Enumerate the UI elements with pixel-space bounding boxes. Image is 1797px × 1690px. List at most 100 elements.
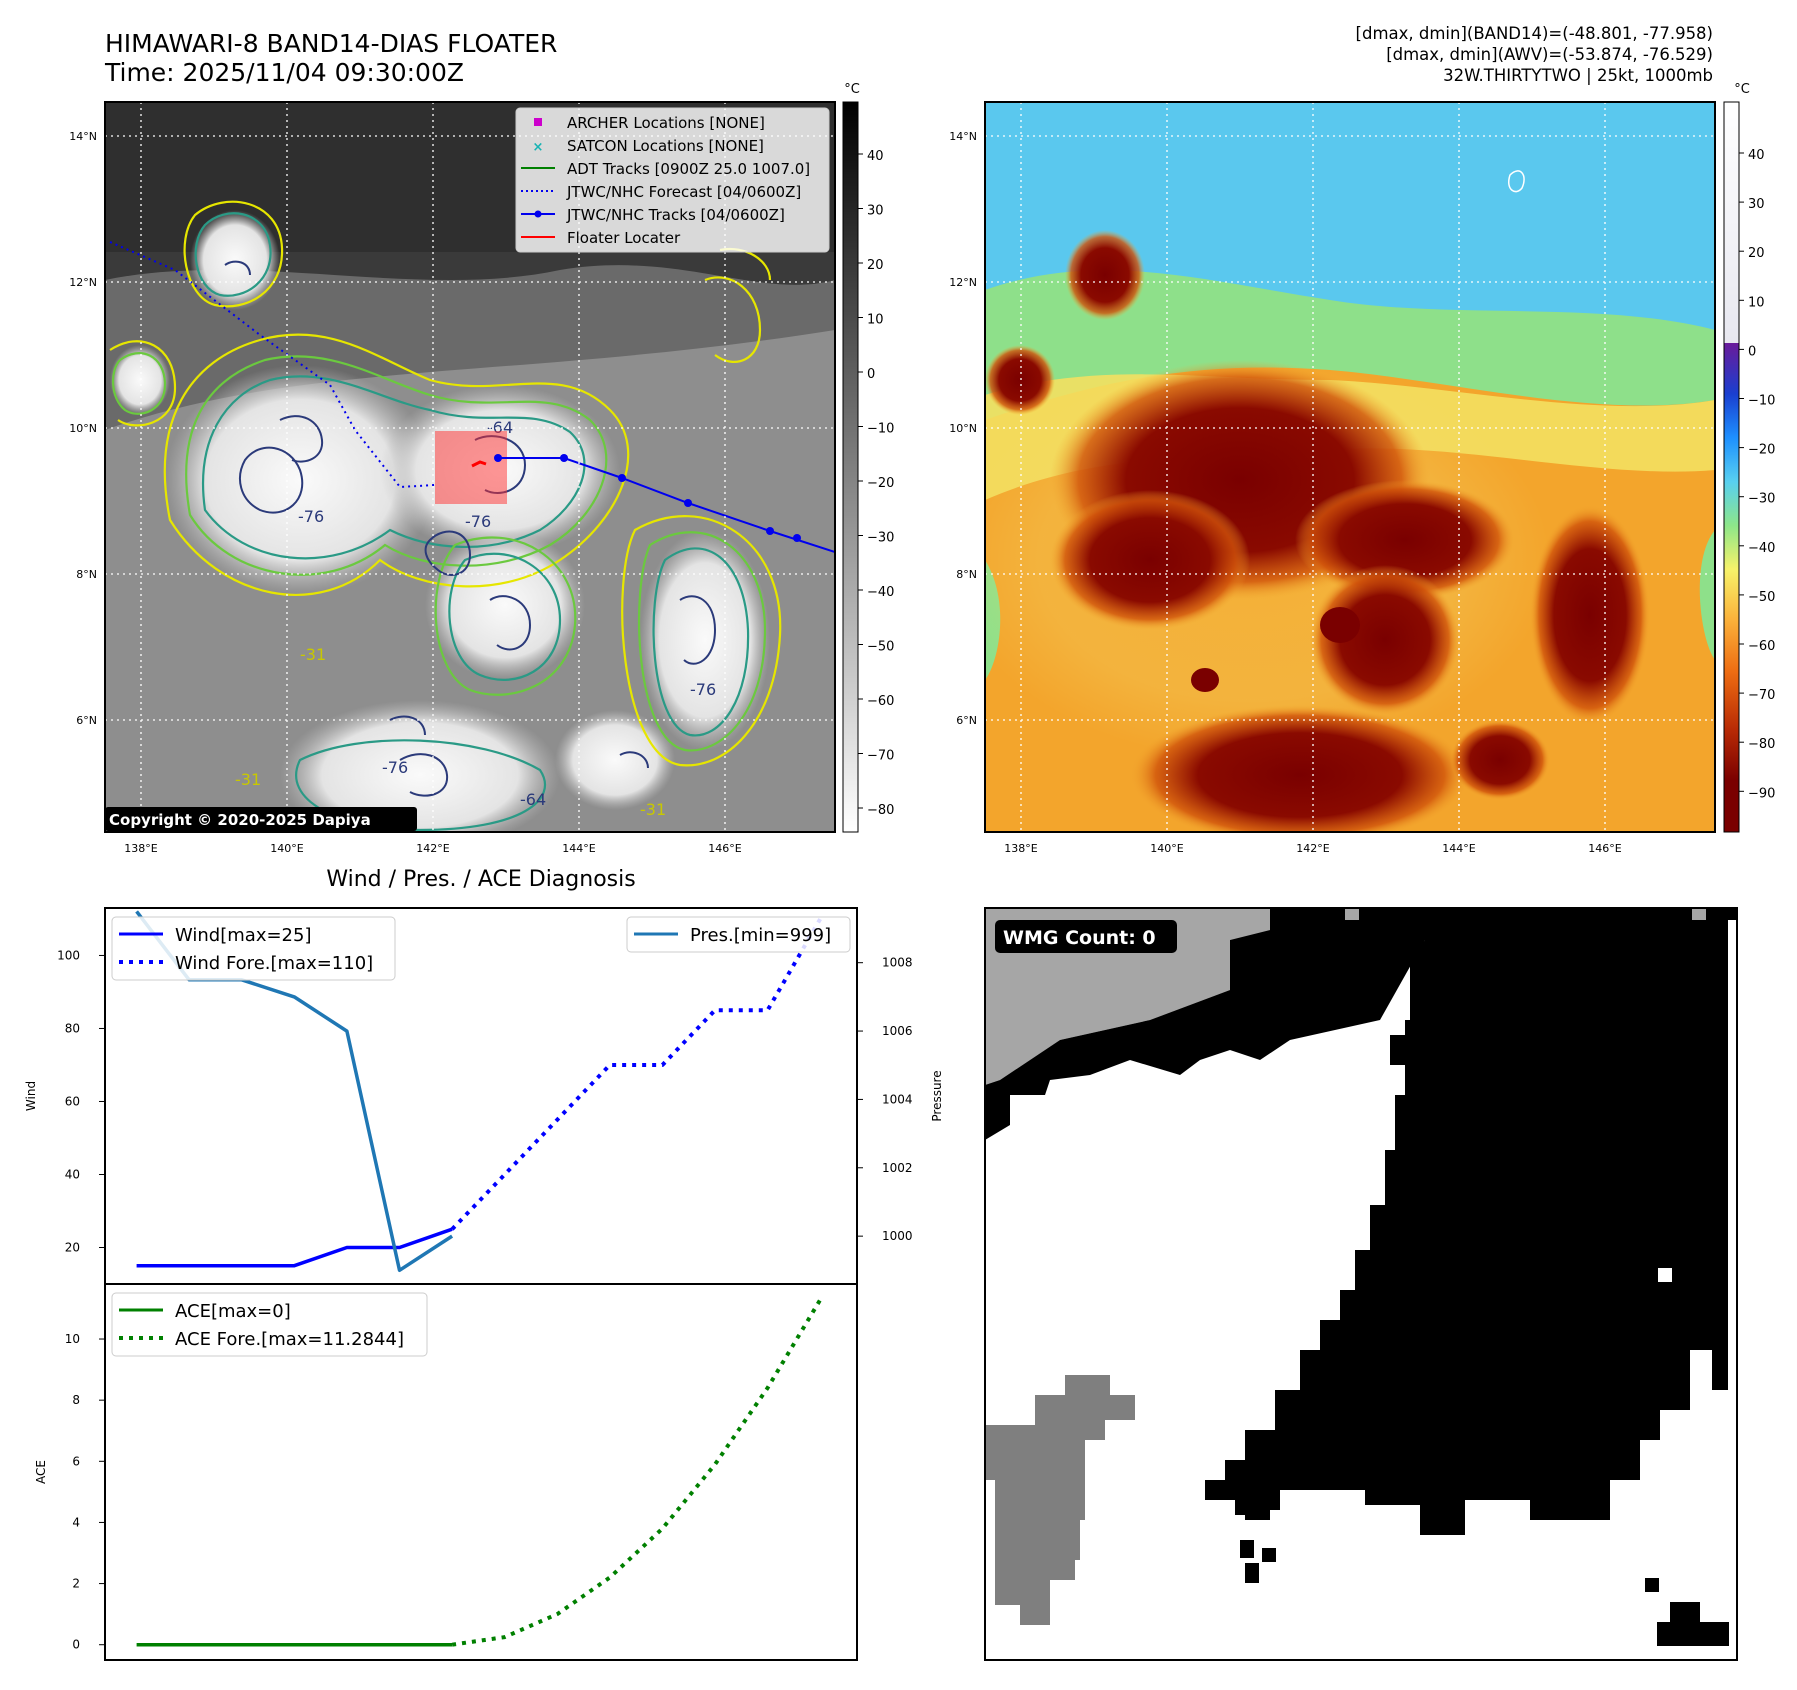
wmg-count-label: WMG Count: 0 bbox=[1003, 927, 1156, 949]
awv-range: [dmax, dmin](AWV)=(-53.874, -76.529) bbox=[1386, 45, 1713, 64]
lon-label: 138°E bbox=[1004, 842, 1037, 855]
floater-box bbox=[435, 431, 507, 504]
lat-label: 14°N bbox=[949, 130, 977, 143]
colorbar-tick-label: −80 bbox=[867, 803, 894, 818]
map-legend: ARCHER Locations [NONE] × SATCON Locatio… bbox=[515, 107, 830, 253]
legend-ace-fore: ACE Fore.[max=11.2844] bbox=[175, 1329, 404, 1350]
legend-floater: Floater Locater bbox=[567, 229, 681, 247]
colorbar-tick-label: 30 bbox=[867, 204, 884, 219]
legend-adt: ADT Tracks [0900Z 25.0 1007.0] bbox=[567, 160, 810, 178]
contour-label: -31 bbox=[235, 770, 261, 789]
pressure-tick-label: 1004 bbox=[882, 1092, 913, 1106]
legend-pressure: Pres.[min=999] bbox=[690, 925, 831, 946]
ace-tick-label: 4 bbox=[72, 1515, 80, 1529]
wmg-dark-gray-region bbox=[985, 1375, 1135, 1625]
legend-archer: ARCHER Locations [NONE] bbox=[567, 114, 765, 132]
wind-axis-label: Wind bbox=[24, 1081, 38, 1111]
copyright-text: Copyright © 2020-2025 Dapiya bbox=[109, 811, 371, 829]
colorbar-tick-label: −30 bbox=[867, 531, 894, 546]
contour-label: -76 bbox=[298, 507, 324, 526]
lon-label: 140°E bbox=[270, 842, 303, 855]
color-colorbar: °C 40 30 20 10 0 −10 −20 −30 −40 −50 −60 −70 −80 −90 bbox=[1723, 82, 1775, 833]
contour-label: -76 bbox=[465, 512, 491, 531]
pressure-tick-label: 1006 bbox=[882, 1024, 913, 1038]
colorbar-tick-label: −10 bbox=[867, 422, 894, 437]
band14-range: [dmax, dmin](BAND14)=(-48.801, -77.958) bbox=[1356, 24, 1713, 43]
wind-tick-label: 100 bbox=[57, 948, 80, 962]
colorbar-tick-label: 0 bbox=[867, 367, 875, 382]
colorbar-tick-label: −30 bbox=[1748, 492, 1775, 507]
colorbar-tick-label: −50 bbox=[867, 640, 894, 655]
legend-satcon: SATCON Locations [NONE] bbox=[567, 137, 764, 155]
colorbar-tick-label: 30 bbox=[1748, 197, 1765, 212]
colorbar-tick-label: 0 bbox=[1748, 344, 1756, 359]
colorbar-tick-label: 40 bbox=[867, 149, 884, 164]
colorbar-tick-label: −70 bbox=[1748, 688, 1775, 703]
colorbar-tick-label: −70 bbox=[867, 749, 894, 764]
wind-pressure-chart: 20 40 60 80 100 1000 1002 1004 1006 1008 Wind Pr… bbox=[24, 907, 944, 1285]
archer-marker-icon bbox=[534, 118, 542, 126]
lon-label: 142°E bbox=[1296, 842, 1329, 855]
lat-label: 10°N bbox=[69, 422, 97, 435]
colorbar-tick-label: 10 bbox=[867, 313, 884, 328]
lon-label: 144°E bbox=[562, 842, 595, 855]
legend-ace: ACE[max=0] bbox=[175, 1301, 291, 1322]
colorbar-tick-label: 20 bbox=[867, 258, 884, 273]
legend-track: JTWC/NHC Tracks [04/0600Z] bbox=[566, 206, 785, 224]
wind-tick-label: 60 bbox=[65, 1094, 80, 1108]
wind-legend: Wind[max=25] Wind Fore.[max=110] bbox=[111, 916, 396, 981]
wmg-count-badge bbox=[995, 920, 1177, 953]
ace-tick-label: 2 bbox=[72, 1577, 80, 1591]
lon-label: 146°E bbox=[1588, 842, 1621, 855]
wmg-black-region bbox=[985, 908, 1737, 1535]
ace-tick-label: 10 bbox=[65, 1332, 80, 1346]
wind-tick-label: 40 bbox=[65, 1167, 80, 1181]
contour-label: -64 bbox=[520, 790, 546, 809]
legend-wind-fore: Wind Fore.[max=110] bbox=[175, 953, 373, 974]
contour-label: -31 bbox=[640, 800, 666, 819]
lon-label: 142°E bbox=[416, 842, 449, 855]
color-ir-map-panel: 138°E 140°E 142°E 144°E 146°E 14°N 12°N … bbox=[949, 82, 1775, 855]
colorbar-unit: °C bbox=[844, 82, 860, 97]
colorbar-tick-label: −60 bbox=[1748, 639, 1775, 654]
lon-label: 140°E bbox=[1150, 842, 1183, 855]
wind-tick-label: 20 bbox=[65, 1240, 80, 1254]
lon-label: 144°E bbox=[1442, 842, 1475, 855]
legend-forecast: JTWC/NHC Forecast [04/0600Z] bbox=[566, 183, 801, 201]
ace-tick-label: 0 bbox=[72, 1638, 80, 1652]
contour-label: -76 bbox=[690, 680, 716, 699]
lat-label: 8°N bbox=[76, 568, 97, 581]
ace-legend: ACE[max=0] ACE Fore.[max=11.2844] bbox=[111, 1292, 428, 1357]
lat-label: 10°N bbox=[949, 422, 977, 435]
lon-label: 146°E bbox=[708, 842, 741, 855]
contour-label: -76 bbox=[382, 758, 408, 777]
floater-locater-track bbox=[471, 460, 487, 468]
lat-label: 12°N bbox=[69, 276, 97, 289]
lat-label: 6°N bbox=[956, 714, 977, 727]
colorbar-tick-label: −20 bbox=[1748, 443, 1775, 458]
lat-label: 8°N bbox=[956, 568, 977, 581]
colorbar-tick-label: 10 bbox=[1748, 295, 1765, 310]
pressure-legend: Pres.[min=999] bbox=[626, 916, 851, 953]
lat-label: 14°N bbox=[69, 130, 97, 143]
ace-tick-label: 8 bbox=[72, 1393, 80, 1407]
ace-tick-label: 6 bbox=[72, 1454, 80, 1468]
ace-axis-label: ACE bbox=[34, 1460, 48, 1484]
best-track-points bbox=[494, 454, 801, 542]
series-line-wind-fore-max- bbox=[450, 918, 822, 1231]
contour-label: -31 bbox=[300, 645, 326, 664]
series-line-ace-fore-max- bbox=[451, 1298, 822, 1647]
colorbar-tick-label: 40 bbox=[1748, 148, 1765, 163]
colorbar-tick-label: 20 bbox=[1748, 246, 1765, 261]
pressure-tick-label: 1002 bbox=[882, 1161, 913, 1175]
ace-chart: 0 2 4 6 8 10 ACE ACE[max=0] ACE Fore.[max=11.… bbox=[34, 1283, 858, 1661]
pressure-tick-label: 1008 bbox=[882, 956, 913, 970]
satcon-marker-icon: × bbox=[533, 140, 544, 155]
colorbar-tick-label: −50 bbox=[1748, 590, 1775, 605]
colorbar-tick-label: −40 bbox=[1748, 541, 1775, 556]
colorbar-tick-label: −90 bbox=[1748, 786, 1775, 801]
storm-info: 32W.THIRTYTWO | 25kt, 1000mb bbox=[1443, 66, 1713, 85]
main-title: HIMAWARI-8 BAND14-DIAS FLOATER bbox=[105, 29, 557, 58]
pressure-axis-label: Pressure bbox=[930, 1070, 944, 1121]
